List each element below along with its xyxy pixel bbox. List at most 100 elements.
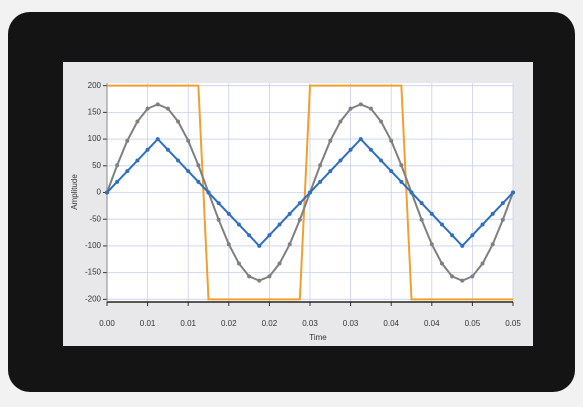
point [155, 102, 160, 107]
point [226, 242, 231, 247]
point [460, 243, 465, 248]
point [186, 138, 191, 143]
point [277, 261, 282, 266]
x-tick-label: 0.01 [140, 319, 156, 328]
x-tick-label: 0.02 [221, 319, 237, 328]
point [196, 163, 201, 168]
y-tick-label: -100 [85, 241, 102, 250]
point [439, 222, 444, 227]
point [186, 169, 191, 174]
x-tick-label: 0.03 [302, 319, 318, 328]
x-tick-label: 0.05 [505, 319, 521, 328]
point [257, 243, 262, 248]
point [216, 201, 221, 206]
x-tick-label: 0.05 [465, 319, 481, 328]
point [480, 261, 485, 266]
point [328, 138, 333, 143]
point [145, 106, 150, 111]
point [439, 261, 444, 266]
point [399, 163, 404, 168]
point [511, 190, 515, 195]
point [216, 217, 221, 222]
point [145, 147, 150, 152]
point [368, 106, 373, 111]
x-axis-label: Time [309, 333, 327, 342]
y-tick-label: -200 [85, 294, 102, 303]
point [115, 163, 120, 168]
point [419, 201, 424, 206]
point [338, 119, 343, 124]
point [480, 222, 485, 227]
y-tick-label: 150 [88, 107, 102, 116]
point [490, 242, 495, 247]
point [379, 158, 384, 163]
point [318, 163, 323, 168]
point [399, 179, 404, 184]
y-tick-label: -150 [85, 268, 102, 277]
y-tick-label: 200 [88, 81, 102, 90]
point [267, 274, 272, 279]
point [247, 233, 252, 238]
point [236, 261, 241, 266]
point [338, 158, 343, 163]
point [450, 233, 455, 238]
point [358, 137, 363, 142]
x-tick-label: 0.02 [262, 319, 278, 328]
point [348, 147, 353, 152]
point [165, 106, 170, 111]
point [470, 233, 475, 238]
point [328, 169, 333, 174]
point [247, 274, 252, 279]
y-tick-label: 50 [92, 161, 101, 170]
x-tick-label: 0.00 [99, 319, 115, 328]
point [176, 158, 181, 163]
point [409, 190, 414, 195]
point [490, 211, 495, 216]
point [308, 190, 312, 195]
y-tick-label: 0 [97, 188, 102, 197]
point [358, 102, 363, 107]
point [297, 201, 302, 206]
point [226, 211, 231, 216]
y-axis-label: Amplitude [70, 174, 79, 210]
series-line [107, 84, 513, 301]
point [267, 233, 272, 238]
point [379, 119, 384, 124]
point [450, 274, 455, 279]
point [165, 147, 170, 152]
point [115, 179, 120, 184]
point [389, 138, 394, 143]
point [176, 119, 181, 124]
point [287, 242, 292, 247]
point [348, 106, 353, 111]
point [419, 217, 424, 222]
point [135, 119, 140, 124]
point [196, 179, 201, 184]
point [135, 158, 140, 163]
x-tick-label: 0.04 [383, 319, 399, 328]
point [318, 179, 323, 184]
point [500, 201, 505, 206]
point [125, 169, 130, 174]
point [368, 147, 373, 152]
point [257, 278, 262, 283]
point [277, 222, 282, 227]
point [460, 278, 465, 283]
point [429, 242, 434, 247]
y-tick-label: 100 [88, 134, 102, 143]
point [389, 169, 394, 174]
point [470, 274, 475, 279]
point [155, 137, 160, 142]
x-tick-label: 0.04 [424, 319, 440, 328]
point [236, 222, 241, 227]
point [206, 190, 211, 195]
point [287, 211, 292, 216]
x-tick-label: 0.01 [180, 319, 196, 328]
point [429, 211, 434, 216]
y-tick-label: -50 [89, 214, 101, 223]
x-tick-label: 0.03 [343, 319, 359, 328]
point [105, 190, 109, 195]
point [500, 217, 505, 222]
